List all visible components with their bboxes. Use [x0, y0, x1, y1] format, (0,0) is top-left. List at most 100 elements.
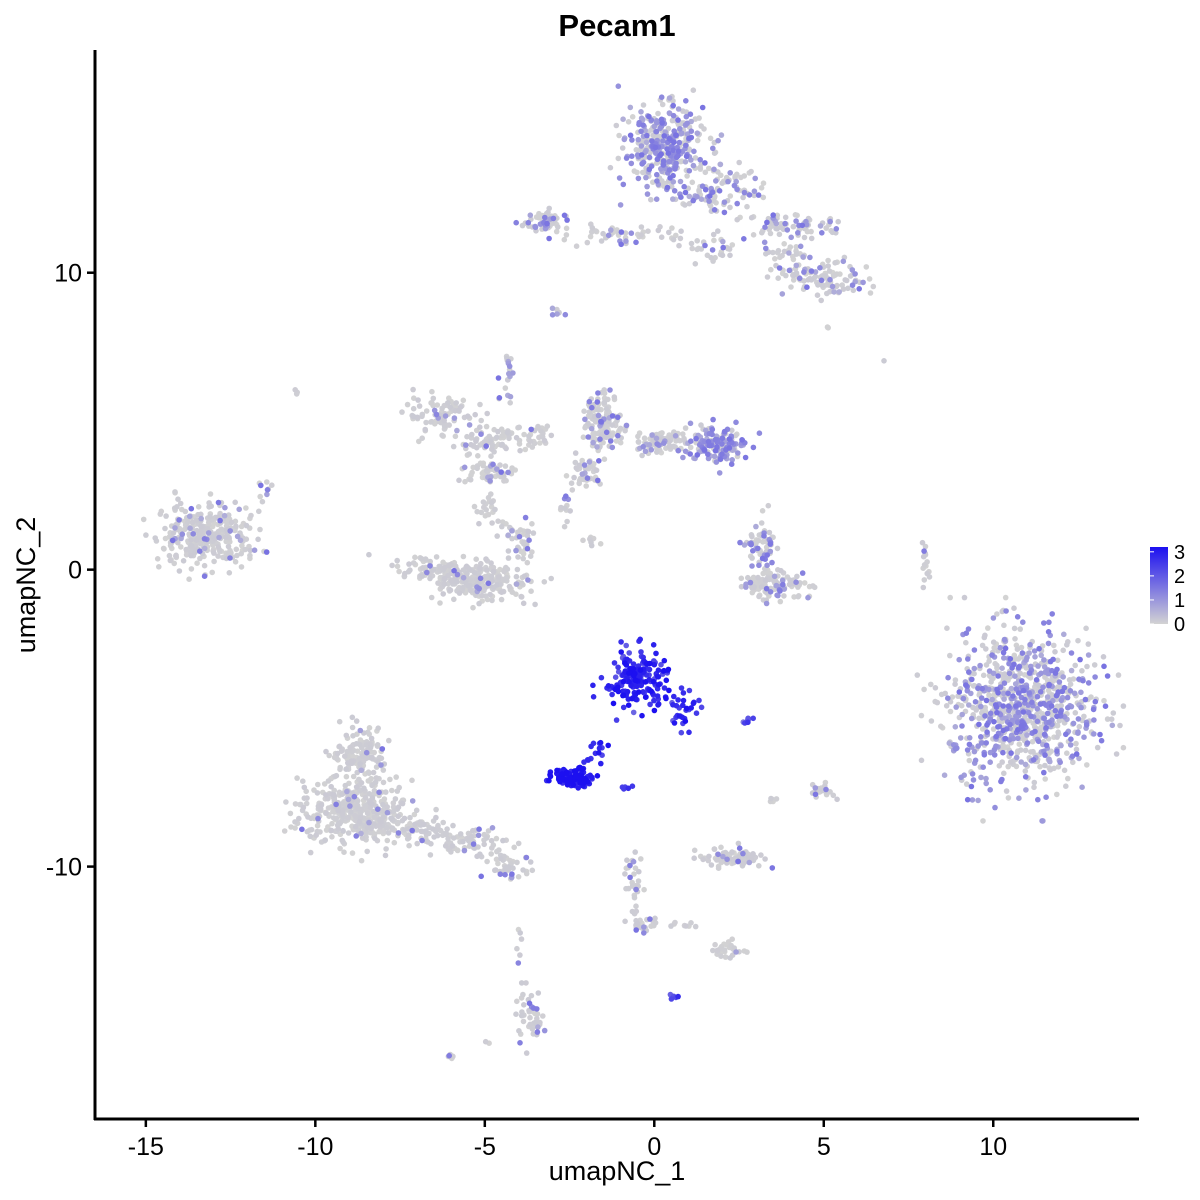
data-point: [711, 846, 718, 852]
data-point: [609, 422, 616, 428]
data-point: [1002, 645, 1009, 652]
data-point: [986, 668, 993, 674]
data-point: [563, 493, 569, 500]
data-point: [323, 748, 329, 755]
data-point: [385, 830, 392, 836]
data-point: [672, 919, 678, 926]
data-point: [721, 209, 728, 216]
data-point: [1051, 642, 1057, 649]
data-point: [734, 200, 740, 207]
data-point: [407, 820, 413, 827]
data-point: [567, 775, 573, 781]
data-point: [392, 796, 399, 802]
data-point: [678, 194, 684, 200]
data-point: [759, 508, 766, 514]
data-point: [624, 688, 631, 695]
data-point: [411, 811, 418, 818]
data-point: [658, 94, 665, 100]
data-point: [763, 245, 769, 252]
data-point: [217, 548, 223, 554]
data-point: [688, 128, 695, 134]
data-point: [366, 770, 372, 776]
data-point: [563, 225, 570, 232]
data-point: [803, 218, 809, 225]
data-point: [361, 785, 367, 791]
data-point: [991, 752, 998, 758]
data-point: [372, 835, 378, 842]
data-point: [440, 819, 447, 826]
data-point: [825, 325, 831, 331]
data-point: [380, 779, 387, 786]
data-point: [506, 435, 512, 442]
data-point: [708, 254, 714, 261]
data-point: [694, 130, 701, 136]
data-point: [698, 704, 705, 711]
data-point: [1003, 608, 1009, 614]
data-point: [646, 442, 653, 448]
data-point: [740, 860, 747, 867]
data-point: [758, 520, 765, 526]
data-point: [636, 121, 642, 128]
data-point: [627, 104, 634, 111]
data-point: [518, 1012, 525, 1019]
data-point: [635, 689, 642, 695]
data-point: [339, 807, 346, 814]
data-point: [1046, 756, 1052, 762]
data-point: [504, 566, 511, 572]
data-point: [371, 787, 378, 794]
data-point: [615, 83, 622, 89]
data-point: [1091, 662, 1098, 668]
data-point: [709, 426, 716, 433]
data-point: [440, 591, 447, 597]
data-point: [499, 523, 505, 530]
data-point: [966, 741, 973, 748]
data-point: [504, 429, 511, 436]
data-point: [1049, 611, 1055, 617]
data-point: [366, 791, 373, 797]
data-point: [744, 203, 750, 210]
data-point: [413, 807, 420, 814]
data-point: [515, 874, 522, 880]
data-point: [725, 178, 731, 185]
data-point: [358, 857, 365, 864]
data-point: [727, 252, 733, 259]
data-point: [629, 114, 636, 120]
data-point: [687, 451, 693, 457]
data-point: [722, 954, 729, 960]
data-point: [605, 232, 612, 239]
data-point: [537, 440, 543, 446]
data-point: [659, 101, 666, 108]
data-point: [475, 453, 481, 459]
data-point: [705, 857, 712, 864]
data-point: [983, 646, 989, 652]
data-point: [140, 516, 147, 523]
data-point: [188, 566, 195, 572]
data-point: [750, 715, 756, 722]
data-point: [804, 284, 810, 291]
data-point: [1083, 625, 1089, 632]
data-point: [527, 1014, 533, 1021]
data-point: [354, 769, 361, 776]
data-point: [630, 666, 637, 672]
data-point: [264, 487, 271, 493]
data-point: [1016, 795, 1022, 801]
data-point: [388, 815, 394, 822]
data-point: [677, 126, 683, 132]
data-point: [607, 387, 613, 393]
data-point: [952, 724, 959, 730]
data-point: [623, 422, 630, 429]
data-point: [769, 865, 776, 871]
data-point: [520, 991, 526, 998]
data-point: [920, 553, 927, 560]
data-point: [1042, 674, 1048, 680]
data-point: [735, 858, 741, 865]
data-point: [583, 483, 589, 489]
data-point: [849, 282, 856, 289]
data-point: [179, 531, 186, 537]
data-point: [348, 809, 354, 815]
data-point: [1078, 704, 1084, 711]
data-point: [163, 513, 169, 519]
data-point: [542, 214, 548, 221]
data-point: [732, 432, 739, 439]
data-point: [719, 435, 726, 442]
